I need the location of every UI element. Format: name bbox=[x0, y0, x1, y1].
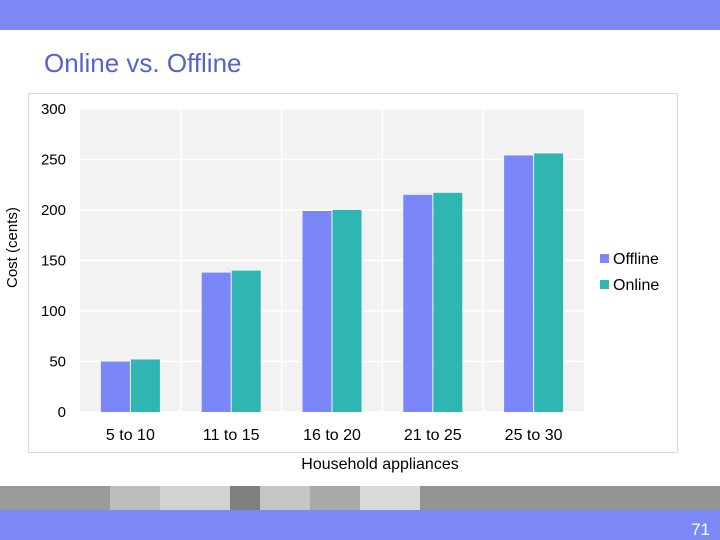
bar-online-3 bbox=[332, 210, 362, 412]
bar-offline-5 bbox=[504, 155, 534, 412]
page-title: Online vs. Offline bbox=[44, 48, 242, 78]
bar-online-1 bbox=[130, 359, 160, 412]
bar-online-4 bbox=[433, 192, 463, 412]
bar-offline-4 bbox=[403, 194, 433, 412]
y-tick-label: 150 bbox=[41, 253, 66, 270]
footer-tile bbox=[420, 486, 720, 510]
x-tick-label: 16 to 20 bbox=[303, 427, 361, 444]
footer-tile bbox=[230, 486, 260, 510]
y-tick-label: 300 bbox=[41, 101, 66, 118]
footer-tile bbox=[310, 486, 360, 510]
x-tick-label: 5 to 10 bbox=[106, 427, 155, 444]
y-tick-label: 50 bbox=[49, 354, 66, 371]
bar-online-5 bbox=[534, 153, 564, 412]
header-bar bbox=[0, 0, 720, 30]
legend-label-online: Online bbox=[613, 277, 659, 294]
bar-online-2 bbox=[231, 270, 261, 412]
legend-label-offline: Offline bbox=[613, 251, 659, 268]
legend-swatch-online bbox=[600, 280, 609, 289]
bar-offline-3 bbox=[302, 211, 332, 412]
x-tick-label: 21 to 25 bbox=[404, 427, 462, 444]
bar-offline-2 bbox=[201, 272, 231, 412]
footer-tile bbox=[0, 486, 110, 510]
page-number: 71 bbox=[691, 520, 710, 539]
footer-tile bbox=[110, 486, 160, 510]
x-tick-label: 25 to 30 bbox=[505, 427, 563, 444]
footer-tile bbox=[160, 486, 230, 510]
footer-bar bbox=[0, 510, 720, 540]
y-tick-label: 250 bbox=[41, 152, 66, 169]
y-axis-label: Cost (cents) bbox=[4, 207, 21, 288]
y-tick-label: 100 bbox=[41, 303, 66, 320]
footer-image-strip bbox=[0, 486, 720, 510]
y-tick-label: 0 bbox=[58, 404, 66, 421]
x-tick-label: 11 to 15 bbox=[203, 427, 260, 444]
footer-tile bbox=[360, 486, 420, 510]
legend-swatch-offline bbox=[600, 254, 609, 263]
bar-offline-1 bbox=[100, 361, 130, 412]
y-tick-label: 200 bbox=[41, 202, 66, 219]
x-axis-label: Household appliances bbox=[301, 456, 459, 473]
footer-tile bbox=[260, 486, 310, 510]
